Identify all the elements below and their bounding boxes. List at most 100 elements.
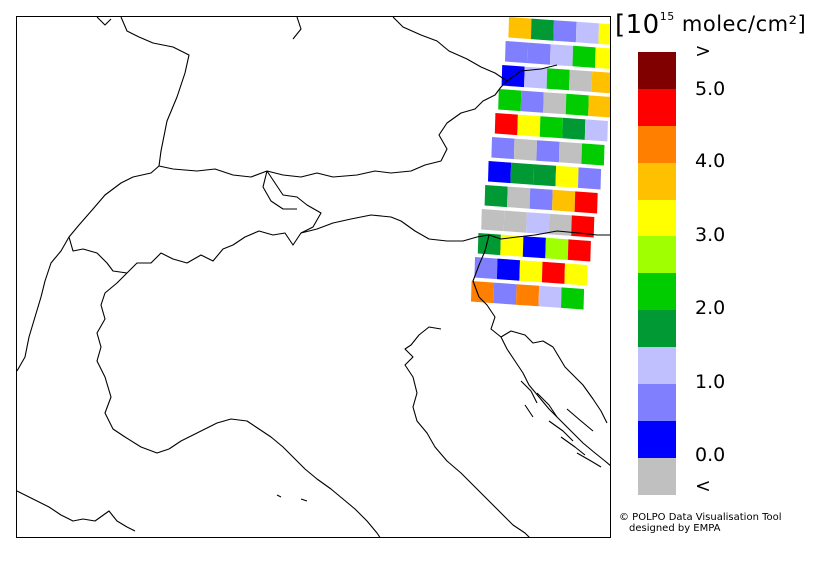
color-bar-swatch xyxy=(638,199,676,237)
swath-cell xyxy=(539,116,563,139)
border-rhine xyxy=(158,64,558,178)
swath-cell xyxy=(565,93,589,116)
swath-cell xyxy=(484,185,508,208)
swath-cell xyxy=(494,113,518,136)
swath-cell xyxy=(548,213,572,236)
color-bar-swatch xyxy=(638,162,676,200)
swath-cell xyxy=(584,119,608,142)
swath-cell xyxy=(552,189,576,212)
swath-cell xyxy=(561,287,585,310)
swath-cell xyxy=(491,137,515,160)
swath-cell xyxy=(572,45,596,68)
swath-cell xyxy=(578,167,602,190)
credit-text: © POLPO Data Visualisation Tool designed… xyxy=(619,512,782,534)
credit-line-2: designed by EMPA xyxy=(629,523,721,534)
swath-cell xyxy=(571,215,595,238)
swath-cell xyxy=(500,234,524,257)
swath-cell xyxy=(546,68,570,91)
swath-cell xyxy=(598,23,610,45)
swath-cell xyxy=(541,261,565,284)
border-benelux xyxy=(96,17,112,26)
map-canvas xyxy=(17,17,610,537)
swath-cell xyxy=(569,69,593,92)
swath-cell xyxy=(517,114,541,137)
border-austria-italy xyxy=(300,214,610,242)
legend-unit-exponent: 15 xyxy=(659,10,675,23)
color-bar-label: > xyxy=(695,40,711,62)
swath-cell xyxy=(545,237,569,260)
swath-cell xyxy=(553,20,577,43)
swath-cell xyxy=(481,209,505,232)
country-borders xyxy=(17,17,610,537)
swath-cell xyxy=(493,282,517,305)
swath-cell xyxy=(536,140,560,163)
swath-cell xyxy=(519,260,543,283)
swath-cell xyxy=(520,90,544,113)
credit-line-1: © POLPO Data Visualisation Tool xyxy=(619,512,782,523)
color-bar-label: 5.0 xyxy=(695,78,726,100)
color-bar-swatch xyxy=(638,52,676,89)
border-france-italy xyxy=(96,272,170,454)
legend-unit-suffix: molec/cm²] xyxy=(674,12,807,36)
swath-cell xyxy=(496,258,520,281)
swath-cell xyxy=(513,138,537,161)
swath-cell xyxy=(488,161,512,184)
swath-cell xyxy=(530,18,554,41)
swath-cell xyxy=(516,284,540,307)
swath-cell xyxy=(558,141,582,164)
swath-cell xyxy=(543,92,567,115)
color-bar-label: 2.0 xyxy=(695,297,726,319)
swath-cell xyxy=(527,42,551,65)
color-bar-label: 3.0 xyxy=(695,224,726,246)
swath-cell xyxy=(524,66,548,89)
legend-unit-prefix: [10 xyxy=(615,10,660,40)
swath-cells xyxy=(471,17,610,310)
color-bar-swatch xyxy=(638,236,676,274)
swath-cell xyxy=(477,233,501,256)
map-frame xyxy=(16,16,611,538)
coast-italy-adriatic xyxy=(404,326,530,537)
swath-cell xyxy=(533,164,557,187)
swath-cell xyxy=(526,212,550,235)
color-bar-swatch xyxy=(638,88,676,126)
legend-unit-label: [1015 molec/cm²] xyxy=(615,8,807,40)
coast-croatia xyxy=(478,296,610,467)
swath-cell xyxy=(567,239,591,262)
color-bar-swatch xyxy=(638,347,676,385)
coast-italy-west xyxy=(168,418,381,537)
color-bar-label: 4.0 xyxy=(695,150,726,172)
swath-cell xyxy=(538,285,562,308)
color-bar-swatch xyxy=(638,457,676,495)
color-bar-label: 0.0 xyxy=(695,444,726,466)
swath-cell xyxy=(510,162,534,185)
swath-cell xyxy=(555,165,579,188)
swath-cell xyxy=(503,210,527,233)
swath-cell xyxy=(591,71,610,94)
color-bar-swatch xyxy=(638,310,676,348)
swath-cell xyxy=(505,41,529,64)
border-germany-czech xyxy=(392,17,508,82)
swath-cell xyxy=(507,186,531,209)
color-bar-label: < xyxy=(695,475,711,497)
color-bar-swatch xyxy=(638,384,676,421)
color-bar-swatch xyxy=(638,125,676,163)
swath-cell xyxy=(575,21,599,44)
swath-cell xyxy=(574,191,598,214)
swath-cell xyxy=(508,17,532,40)
swath-cell xyxy=(562,117,586,140)
swath-cell xyxy=(471,281,495,304)
swath-cell xyxy=(498,89,522,112)
swath-cell xyxy=(529,188,553,211)
coast-france xyxy=(17,490,136,532)
swath-cell xyxy=(550,44,574,67)
color-bar-label: 1.0 xyxy=(695,371,726,393)
swath-cell xyxy=(581,143,605,166)
swath-cell xyxy=(522,236,546,259)
color-bar-swatch xyxy=(638,420,676,458)
swath-cell xyxy=(588,95,610,118)
color-bar xyxy=(638,52,676,495)
border-north-west xyxy=(120,17,190,167)
swath-cell xyxy=(595,47,610,69)
border-switzerland xyxy=(68,165,322,274)
color-bar-swatch xyxy=(638,273,676,311)
